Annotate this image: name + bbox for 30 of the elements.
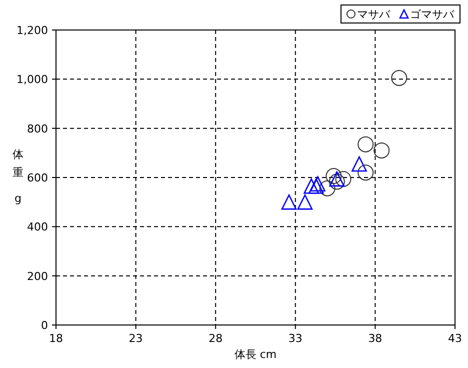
x-tick-label: 18	[49, 332, 63, 345]
y-tick-label: 1,200	[16, 24, 48, 37]
point	[335, 170, 352, 187]
point	[352, 156, 367, 172]
point	[391, 70, 408, 86]
x-tick-label: 23	[128, 332, 143, 345]
y-tick-label: 200	[27, 270, 48, 283]
y-tick-label: 800	[27, 122, 48, 136]
x-tick-label: 33	[288, 332, 302, 345]
y-tick-label: 400	[27, 220, 48, 234]
point	[374, 142, 390, 158]
x-axis-title: 体長 cm	[234, 348, 277, 361]
point	[358, 136, 374, 152]
point	[304, 178, 320, 194]
point	[319, 180, 336, 196]
point	[328, 174, 345, 190]
legend-label: マサバ	[357, 8, 391, 21]
x-tick-label: 43	[448, 332, 462, 345]
y-tick-label: 1,000	[16, 73, 48, 86]
y-axis-title: 体重 g	[12, 148, 24, 205]
point	[326, 168, 342, 184]
legend-label: ゴマサバ	[410, 8, 455, 21]
x-tick-label: 28	[208, 332, 223, 345]
x-tick-label: 38	[368, 332, 382, 345]
point	[329, 171, 345, 187]
y-tick-label: 0	[41, 319, 48, 332]
point	[281, 194, 297, 210]
point	[297, 194, 313, 210]
point	[358, 164, 374, 181]
y-tick-label: 600	[27, 172, 48, 184]
